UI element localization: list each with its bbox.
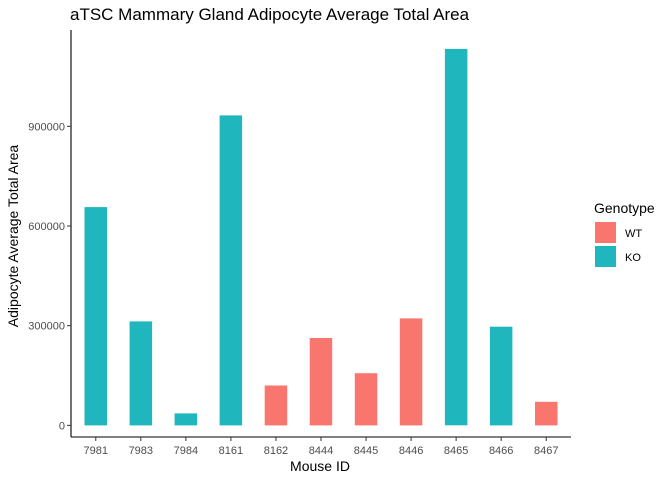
legend-label-ko: KO [625,252,641,264]
legend-swatch-ko [595,246,616,267]
x-tick-label-8161: 8161 [219,445,243,457]
bar-8444 [309,338,333,426]
bar-8162 [264,385,288,426]
y-tick-label: 300000 [28,321,65,333]
bar-7984 [174,413,198,426]
x-tick-label-8446: 8446 [399,445,423,457]
legend-title: Genotype [594,200,655,216]
plot-area: 0 300000 600000 900000 7981 7983 7984 8161 8162 8… [28,30,571,457]
x-tick-label-8444: 8444 [309,445,333,457]
x-tick-label-8467: 8467 [534,445,558,457]
bar-8446 [399,318,423,426]
x-tick-label-7983: 7983 [129,445,153,457]
bar-8465 [444,48,468,426]
bar-8445 [354,373,378,426]
bar-8161 [219,115,243,426]
legend-label-wt: WT [625,228,642,240]
bar-8466 [489,326,513,426]
x-tick-label-8465: 8465 [444,445,468,457]
x-tick-label-8162: 8162 [264,445,288,457]
x-tick-label-7984: 7984 [174,445,198,457]
chart-title: aTSC Mammary Gland Adipocyte Average Tot… [70,5,470,24]
bar-7983 [129,321,153,426]
x-tick-label-7981: 7981 [84,445,108,457]
y-tick-label: 900000 [28,121,65,133]
legend: Genotype WT KO [594,200,655,267]
bar-8467 [535,401,558,426]
x-tick-label-8466: 8466 [489,445,513,457]
x-tick-label-8445: 8445 [354,445,378,457]
y-tick-label: 600000 [28,221,65,233]
legend-swatch-wt [595,222,616,243]
bar-7981 [84,207,107,426]
y-tick-label: 0 [59,420,65,432]
y-axis-title: Adipocyte Average Total Area [5,145,21,328]
x-axis-title: Mouse ID [290,458,350,474]
